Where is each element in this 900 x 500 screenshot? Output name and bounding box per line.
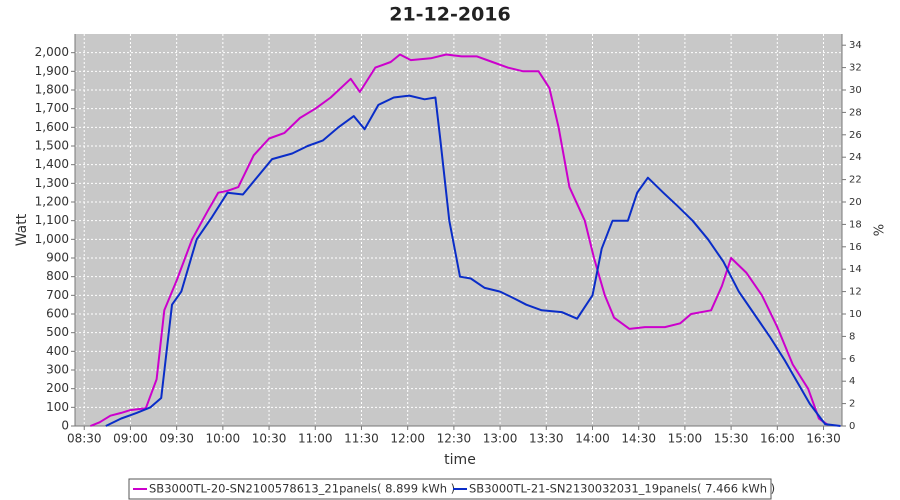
y2-tick-label: 34 <box>849 40 862 51</box>
x-tick-label: 15:00 <box>668 432 703 446</box>
y-axis-label: Watt <box>14 213 30 246</box>
y2-tick-label: 14 <box>849 264 862 275</box>
y-tick-label: 400 <box>46 344 69 358</box>
series-line <box>90 53 829 427</box>
y2-tick-label: 22 <box>849 175 862 186</box>
y-tick-label: 200 <box>46 381 69 395</box>
x-tick-label: 16:30 <box>806 432 841 446</box>
x-tick-label: 11:00 <box>298 432 333 446</box>
y2-tick-label: 2 <box>849 399 855 410</box>
x-tick-label: 10:30 <box>252 432 287 446</box>
y2-tick-label: 16 <box>849 242 862 253</box>
plot-area <box>75 34 842 426</box>
y2-tick-label: 32 <box>849 63 862 74</box>
y-tick-label: 1,300 <box>35 176 69 190</box>
y2-tick-label: 6 <box>849 354 855 365</box>
y2-axis-label: % <box>873 224 888 236</box>
y-tick-label: 1,400 <box>35 157 69 171</box>
y2-tick-label: 26 <box>849 130 862 141</box>
x-tick-label: 12:30 <box>437 432 472 446</box>
x-tick-label: 10:00 <box>206 432 241 446</box>
y-tick-label: 1,500 <box>35 139 69 153</box>
x-tick-label: 08:30 <box>67 432 102 446</box>
chart-title: 21-12-2016 <box>389 4 511 26</box>
legend-label: SB3000TL-21-SN2130032031_19panels( 7.466… <box>469 482 775 496</box>
y2-tick-label: 12 <box>849 287 862 298</box>
y-tick-label: 1,600 <box>35 120 69 134</box>
y-tick-label: 1,800 <box>35 83 69 97</box>
y2-tick-label: 28 <box>849 107 862 118</box>
y2-tick-label: 30 <box>849 85 862 96</box>
y-tick-label: 1,200 <box>35 195 69 209</box>
x-tick-label: 09:30 <box>159 432 194 446</box>
x-tick-label: 11:30 <box>344 432 379 446</box>
y-tick-label: 700 <box>46 288 69 302</box>
x-tick-label: 16:00 <box>760 432 795 446</box>
legend-label: SB3000TL-20-SN2100578613_21panels( 8.899… <box>149 482 455 496</box>
y-tick-label: 1,700 <box>35 101 69 115</box>
y-tick-label: 1,000 <box>35 232 69 246</box>
legend-box <box>128 478 772 500</box>
y-tick-label: 1,100 <box>35 213 69 227</box>
x-tick-label: 15:30 <box>714 432 749 446</box>
x-tick-label: 09:00 <box>113 432 148 446</box>
y2-tick-label: 10 <box>849 309 862 320</box>
y-tick-label: 2,000 <box>35 45 69 59</box>
y-tick-label: 600 <box>46 307 69 321</box>
y-tick-label: 1,900 <box>35 64 69 78</box>
y-tick-label: 100 <box>46 400 69 414</box>
x-tick-label: 12:00 <box>390 432 425 446</box>
y-tick-label: 0 <box>61 419 69 433</box>
y2-tick-label: 20 <box>849 197 862 208</box>
y-tick-label: 500 <box>46 325 69 339</box>
y-tick-label: 300 <box>46 363 69 377</box>
y2-tick-label: 24 <box>849 152 862 163</box>
y-tick-label: 900 <box>46 251 69 265</box>
x-tick-label: 14:30 <box>621 432 656 446</box>
y2-tick-label: 18 <box>849 219 862 230</box>
y2-tick-label: 4 <box>849 376 855 387</box>
y2-tick-label: 0 <box>849 421 855 432</box>
x-tick-label: 13:00 <box>483 432 518 446</box>
x-tick-label: 14:00 <box>575 432 610 446</box>
x-axis-label: time <box>444 452 476 468</box>
y2-tick-label: 8 <box>849 331 855 342</box>
series-line <box>105 94 841 427</box>
y-tick-label: 800 <box>46 269 69 283</box>
x-tick-label: 13:30 <box>529 432 564 446</box>
